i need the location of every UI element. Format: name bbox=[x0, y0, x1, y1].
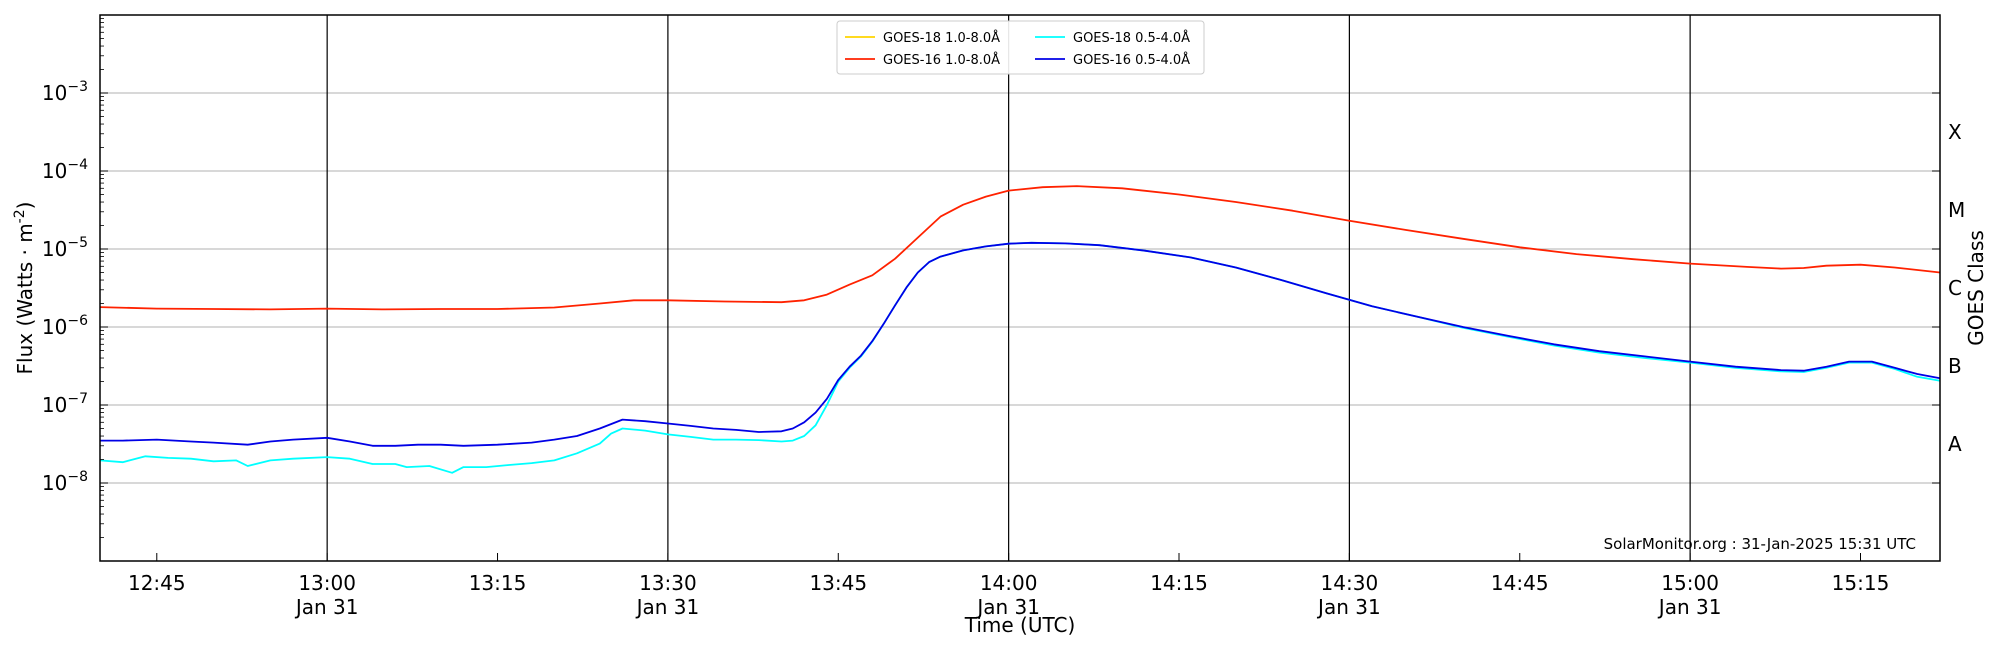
x-tick-label: 14:45 bbox=[1491, 571, 1549, 595]
x-tick-label: 13:45 bbox=[809, 571, 867, 595]
y-tick-base: 10 bbox=[42, 237, 67, 261]
y-tick-label: 10−7 bbox=[42, 391, 88, 417]
goes-class-axis-title: GOES Class bbox=[1964, 230, 1988, 346]
y-tick-exponent: −6 bbox=[67, 313, 88, 329]
y-axis-title: Flux (Watts · m-2) bbox=[12, 202, 37, 375]
x-tick-label: 14:30 bbox=[1321, 571, 1379, 595]
series-line-2 bbox=[99, 185, 1941, 311]
x-tick-date-label: Jan 31 bbox=[975, 595, 1040, 619]
y-tick-label: 10−3 bbox=[42, 79, 88, 105]
x-tick-date-label: Jan 31 bbox=[635, 595, 700, 619]
y-tick-exponent: −5 bbox=[67, 235, 88, 251]
y-tick-base: 10 bbox=[42, 81, 67, 105]
y-tick-exponent: −4 bbox=[67, 157, 88, 173]
y-axis-title-close: ) bbox=[13, 202, 37, 210]
legend-box bbox=[836, 20, 1205, 75]
legend-label-3: GOES-16 0.5-4.0Å bbox=[1073, 52, 1190, 68]
y-tick-label: 10−8 bbox=[42, 469, 88, 495]
y-tick-exponent: −8 bbox=[67, 469, 88, 485]
x-tick-date-label: Jan 31 bbox=[1316, 595, 1381, 619]
x-tick-label: 13:15 bbox=[469, 571, 527, 595]
goes-class-label-m: M bbox=[1948, 198, 1965, 222]
x-tick-label: 14:00 bbox=[980, 571, 1038, 595]
y-tick-exponent: −3 bbox=[67, 79, 88, 95]
x-tick-label: 12:45 bbox=[128, 571, 186, 595]
y-axis-title-main: Flux (Watts · m bbox=[13, 223, 37, 374]
series-line-3 bbox=[100, 241, 1941, 447]
x-tick-label: 13:00 bbox=[298, 571, 356, 595]
x-tick-label: 15:00 bbox=[1661, 571, 1719, 595]
goes-class-label-x: X bbox=[1948, 120, 1962, 144]
x-tick-date-label: Jan 31 bbox=[294, 595, 359, 619]
y-tick-exponent: −7 bbox=[67, 391, 88, 407]
goes-class-label-b: B bbox=[1948, 354, 1962, 378]
x-tick-label: 15:15 bbox=[1832, 571, 1890, 595]
x-tick-label: 13:30 bbox=[639, 571, 697, 595]
vertical-marker-layer bbox=[326, 15, 1691, 561]
legend: GOES-18 1.0-8.0Å GOES-16 1.0-8.0Å GOES-18 … bbox=[836, 20, 1205, 75]
goes-class-label-c: C bbox=[1948, 276, 1962, 300]
y-tick-base: 10 bbox=[42, 159, 67, 183]
grid-layer bbox=[100, 92, 1940, 484]
legend-label-1: GOES-18 0.5-4.0Å bbox=[1073, 30, 1190, 46]
y-tick-base: 10 bbox=[42, 471, 67, 495]
y-tick-label: 10−4 bbox=[42, 157, 88, 183]
y-axis-title-sup: -2 bbox=[12, 209, 28, 223]
y-tick-label: 10−5 bbox=[42, 235, 88, 261]
y-tick-base: 10 bbox=[42, 315, 67, 339]
y-tick-label: 10−6 bbox=[42, 313, 88, 339]
goes-class-layer: A B C M X bbox=[1948, 120, 1965, 456]
x-axis-title: Time (UTC) bbox=[964, 613, 1076, 637]
y-tick-base: 10 bbox=[42, 393, 67, 417]
goes-class-label-a: A bbox=[1948, 432, 1962, 456]
x-tick-date-label: Jan 31 bbox=[1657, 595, 1722, 619]
legend-label-0: GOES-18 1.0-8.0Å bbox=[883, 30, 1000, 46]
series-layer bbox=[99, 185, 1941, 474]
x-tick-label: 14:15 bbox=[1150, 571, 1208, 595]
legend-label-2: GOES-16 1.0-8.0Å bbox=[883, 52, 1000, 68]
plot-frame bbox=[99, 14, 1941, 562]
credit-text: SolarMonitor.org : 31-Jan-2025 15:31 UTC bbox=[1604, 535, 1916, 553]
